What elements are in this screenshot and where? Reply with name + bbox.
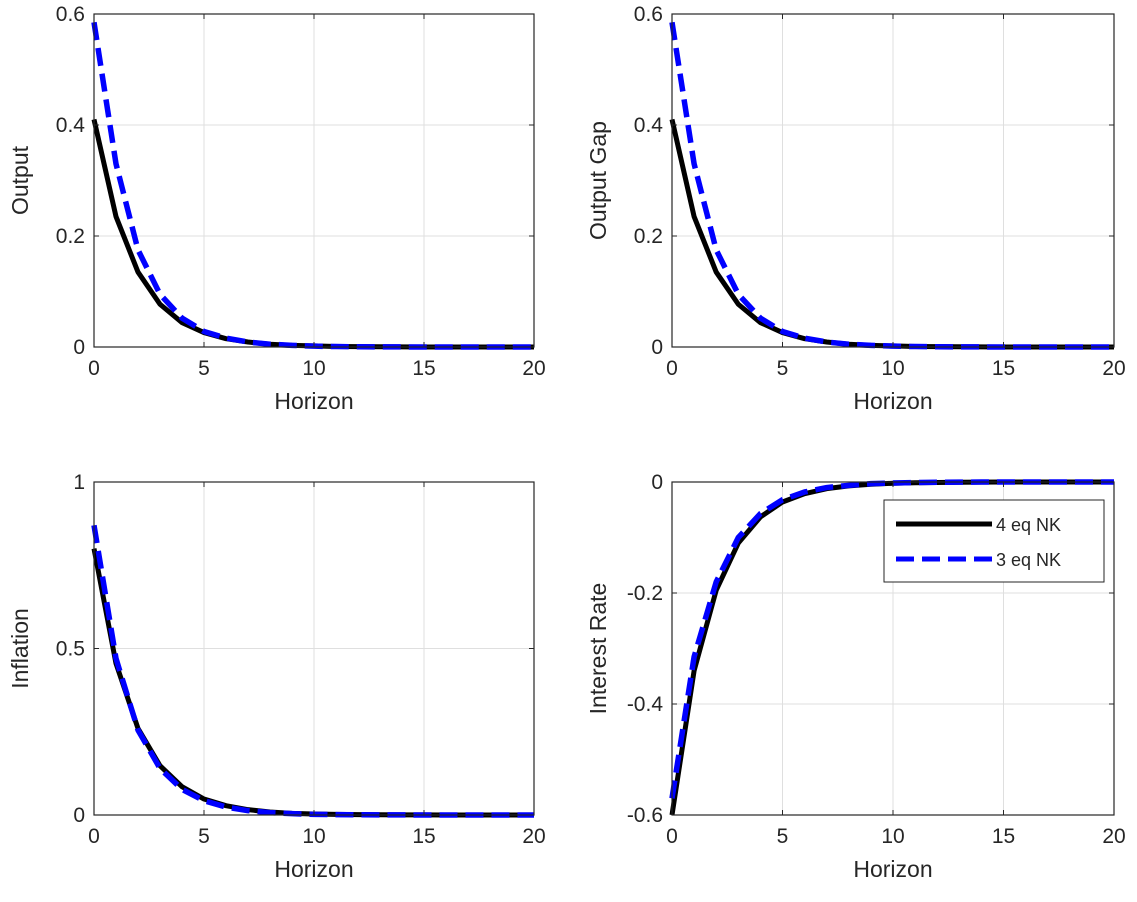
y-tick-label: 0	[651, 336, 663, 359]
x-tick-label: 10	[881, 357, 904, 380]
legend-label: 3 eq NK	[996, 550, 1061, 570]
y-tick-label: 0.2	[56, 225, 85, 248]
y-axis-label: Output	[7, 145, 33, 215]
subplot-2: 0 5 10 15 20 0 0.2 0.4 0.6 Horizon Output Gap	[585, 3, 1126, 414]
subplot-1: 0 5 10 15 20 0 0.2 0.4 0.6 Horizon Output	[7, 3, 546, 414]
x-tick-label: 20	[1102, 357, 1125, 380]
y-tick-label: -0.2	[627, 582, 663, 605]
y-tick-label: 0	[73, 336, 85, 359]
x-axis-label: Horizon	[274, 388, 353, 414]
y-tick-label: 0.5	[56, 638, 85, 661]
x-tick-label: 5	[777, 357, 789, 380]
x-tick-label: 15	[992, 825, 1015, 848]
legend-box	[883, 499, 1105, 583]
x-tick-label: 15	[412, 825, 435, 848]
x-tick-label: 10	[302, 357, 325, 380]
y-axis-label: Output Gap	[585, 121, 611, 240]
y-tick-label: 0.4	[634, 114, 664, 137]
x-tick-label: 10	[302, 825, 325, 848]
y-tick-label: 0	[651, 471, 663, 494]
legend-label: 4 eq NK	[996, 515, 1061, 535]
x-tick-label: 10	[881, 825, 904, 848]
x-tick-label: 0	[666, 357, 678, 380]
x-tick-label: 20	[522, 357, 545, 380]
y-tick-label: -0.4	[627, 693, 664, 716]
subplot-4: 0 5 10 15 20 -0.6 -0.4 -0.2 0 Horizon Interest Rat…	[585, 471, 1126, 882]
y-tick-label: -0.6	[627, 804, 663, 827]
x-axis-label: Horizon	[853, 856, 932, 882]
x-tick-label: 5	[198, 357, 210, 380]
x-tick-label: 5	[198, 825, 210, 848]
x-tick-label: 0	[88, 357, 100, 380]
x-tick-label: 20	[522, 825, 545, 848]
y-tick-label: 0.4	[56, 114, 86, 137]
y-tick-label: 0.6	[634, 3, 663, 26]
y-tick-label: 0	[73, 804, 85, 827]
x-tick-label: 20	[1102, 825, 1125, 848]
legend: 4 eq NK 3 eq NK	[883, 499, 1105, 583]
y-axis-label: Inflation	[7, 608, 33, 689]
y-tick-label: 0.6	[56, 3, 85, 26]
x-tick-label: 15	[992, 357, 1015, 380]
x-tick-label: 0	[666, 825, 678, 848]
x-tick-label: 0	[88, 825, 100, 848]
x-tick-label: 15	[412, 357, 435, 380]
y-axis-label: Interest Rate	[585, 583, 611, 715]
y-tick-label: 1	[73, 471, 85, 494]
x-axis-label: Horizon	[274, 856, 353, 882]
x-tick-label: 5	[777, 825, 789, 848]
y-tick-label: 0.2	[634, 225, 663, 248]
subplot-3: 0 5 10 15 20 0 0.5 1 Horizon Inflation	[7, 471, 546, 882]
x-axis-label: Horizon	[853, 388, 932, 414]
